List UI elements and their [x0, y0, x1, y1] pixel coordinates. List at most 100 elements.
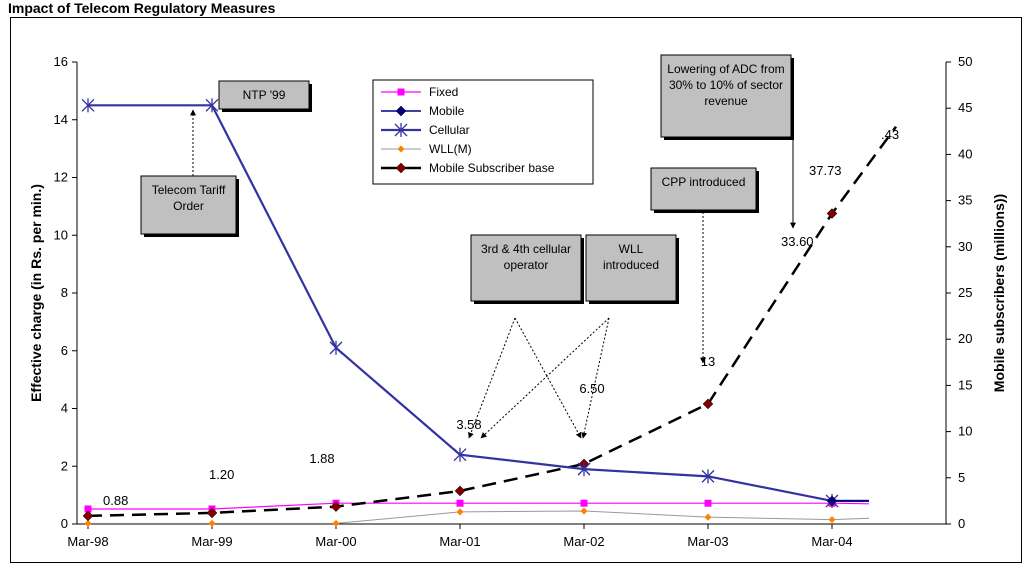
- callout-text: NTP '99: [243, 88, 286, 102]
- legend-label: Cellular: [429, 123, 470, 137]
- legend-layer: Fixed Mobile Cellular WLL(M) Mobile Subscrib…: [372, 79, 594, 185]
- data-point: [580, 499, 588, 507]
- legend-label: WLL(M): [429, 142, 472, 156]
- callout-adc: Lowering of ADC from 30% to 10% of sector…: [660, 54, 794, 140]
- y-tick-label: 8: [61, 285, 68, 300]
- data-point: [84, 519, 92, 527]
- y-tick-label: 2: [61, 458, 68, 473]
- legend-marker: [395, 162, 407, 174]
- callout-text: 3rd & 4th cellular: [481, 242, 571, 256]
- y2-tick-label: 10: [958, 424, 972, 439]
- data-point: [332, 519, 340, 527]
- x-tick-label: Mar-02: [563, 534, 604, 549]
- series-line: [88, 502, 870, 510]
- y2-tick-label: 25: [958, 285, 972, 300]
- data-point: [580, 507, 588, 515]
- y-tick-label: 4: [61, 401, 68, 416]
- data-label: .43: [881, 127, 899, 142]
- legend-label: Mobile Subscriber base: [429, 161, 555, 175]
- callout-cpp: CPP introduced: [650, 167, 759, 213]
- data-label: 1.88: [309, 451, 334, 466]
- data-point: [456, 499, 464, 507]
- data-point: [702, 398, 714, 410]
- callout-text: CPP introduced: [662, 175, 746, 189]
- legend-item: Mobile Subscriber base: [381, 161, 555, 175]
- y-tick-label: 0: [61, 516, 68, 531]
- chart-frame: 0 2 4 6 8 10 12 14 16 0 5 10 15 20 25 30 35 40 45 50 Mar-98 M…: [10, 17, 1022, 563]
- data-point: [206, 507, 218, 519]
- callout-text: Lowering of ADC from: [667, 62, 784, 76]
- data-point: [329, 340, 343, 355]
- x-tick-label: Mar-03: [687, 534, 728, 549]
- data-label: 6.50: [579, 381, 604, 396]
- callout-box: [585, 234, 677, 302]
- data-point: [205, 98, 219, 113]
- y2-tick-label: 40: [958, 146, 972, 161]
- data-point: [84, 505, 92, 513]
- data-label: 33.60: [781, 234, 814, 249]
- legend-item: WLL(M): [381, 142, 472, 156]
- legend-box: [372, 79, 594, 185]
- y2-tick-label: 50: [958, 54, 972, 69]
- series-line: [87, 125, 898, 518]
- callout-text: operator: [504, 258, 549, 272]
- data-point: [456, 508, 464, 516]
- callout-arrow: [468, 317, 516, 439]
- callout-text: WLL: [619, 242, 644, 256]
- callout-box: [218, 80, 310, 110]
- callout-box: [660, 54, 792, 138]
- data-label: 0.88: [103, 493, 128, 508]
- data-point: [701, 469, 715, 484]
- y2-tick-label: 30: [958, 239, 972, 254]
- series-wll-m-: [84, 507, 870, 527]
- legend-marker: [397, 88, 405, 96]
- callout-text: introduced: [603, 258, 659, 272]
- data-point: [454, 485, 466, 497]
- y-tick-label: 10: [54, 227, 68, 242]
- data-label: 3.58: [456, 417, 481, 432]
- callout-text: Order: [173, 199, 204, 213]
- callout-box: [470, 234, 582, 302]
- legend-label: Mobile: [429, 104, 465, 118]
- legend-marker: [395, 105, 407, 117]
- data-point: [826, 495, 838, 507]
- legend-item: Fixed: [381, 85, 458, 99]
- callout-wll: WLL introduced: [585, 234, 679, 304]
- data-point: [577, 462, 591, 477]
- series-line: [88, 510, 870, 524]
- callout-ntp: NTP '99: [218, 80, 312, 112]
- y2-tick-label: 15: [958, 377, 972, 392]
- callout-box: [140, 175, 237, 235]
- y2-tick-label: 20: [958, 331, 972, 346]
- y2-tick-label: 35: [958, 193, 972, 208]
- series-mobile: [826, 495, 869, 507]
- callout-tariff: Telecom Tariff Order: [140, 175, 239, 237]
- callout-arrow: [514, 317, 582, 439]
- data-point: [704, 513, 712, 521]
- data-point: [826, 208, 838, 219]
- y-tick-label: 6: [61, 343, 68, 358]
- callout-arrow: [480, 317, 610, 439]
- series-mobile-subscriber-base: [82, 125, 898, 522]
- x-tick-label: Mar-00: [315, 534, 356, 549]
- chart-svg: 0 2 4 6 8 10 12 14 16 0 5 10 15 20 25 30 35 40 45 50 Mar-98 M…: [28, 54, 1007, 549]
- callout-arrow: [581, 317, 610, 439]
- data-label-layer: 0.88 1.20 1.88 3.58 6.50 13 33.60 37.73 .43: [103, 127, 899, 508]
- y2-tick-label: 0: [958, 516, 965, 531]
- legend-marker: [397, 145, 405, 153]
- data-point: [82, 510, 94, 522]
- x-tick-label: Mar-04: [811, 534, 852, 549]
- legend-item: Cellular: [381, 123, 470, 137]
- data-point: [453, 447, 467, 462]
- data-label: 37.73: [809, 163, 842, 178]
- y2-tick-label: 45: [958, 100, 972, 115]
- callout-text: revenue: [704, 94, 748, 108]
- legend-item: Mobile: [381, 104, 465, 118]
- y2-tick-label: 5: [958, 470, 965, 485]
- series-cellular: [81, 98, 869, 508]
- data-point: [828, 516, 836, 524]
- y-axis-title: Effective charge (in Rs. per min.): [28, 184, 44, 402]
- data-point: [330, 501, 342, 512]
- data-label: 1.20: [209, 467, 234, 482]
- series-layer: [81, 98, 898, 527]
